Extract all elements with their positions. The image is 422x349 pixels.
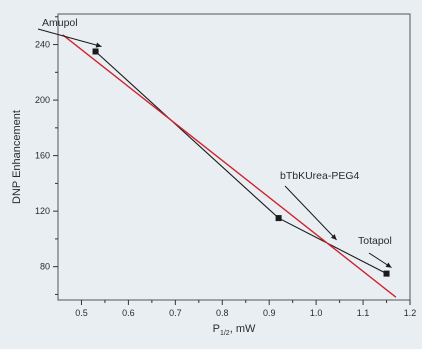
x-axis: 0.5 0.6 0.7 0.8 0.9 1.0 1.1 1.2: [75, 300, 416, 318]
x-axis-title-unit: , mW: [230, 323, 256, 335]
x-tick-label: 0.6: [122, 308, 135, 318]
y-axis-title: DNP Enhancement: [11, 110, 23, 204]
data-point: [275, 215, 282, 222]
x-axis-title-subscript: 1/2: [220, 330, 230, 337]
series-layer: [62, 34, 397, 298]
y-tick-label: 200: [35, 95, 50, 105]
fit-line: [62, 34, 397, 298]
x-tick-label: 1.0: [310, 308, 323, 318]
annotation-arrow-shaft: [284, 185, 337, 241]
x-axis-title-main: P: [213, 323, 220, 335]
x-tick-label: 0.9: [263, 308, 276, 318]
x-tick-label: 1.1: [357, 308, 370, 318]
y-tick-label: 240: [35, 40, 50, 50]
x-tick-label: 0.7: [169, 308, 182, 318]
annotation-label: bTbKUrea-PEG4: [280, 170, 360, 182]
y-tick-label: 80: [40, 262, 50, 272]
annotation-label: Totapol: [358, 235, 392, 247]
x-axis-title: P1/2, mW: [213, 323, 256, 337]
annotation-arrow-head: [330, 234, 337, 240]
y-axis: 80 120 160 200 240: [35, 16, 58, 295]
annotation-label: Amupol: [42, 17, 78, 29]
annotation-arrow-head: [385, 262, 392, 268]
x-tick-label: 0.5: [75, 308, 88, 318]
x-tick-label: 1.2: [404, 308, 417, 318]
annotation-layer: Amupol bTbKUrea-PEG4 Totapol: [37, 17, 392, 269]
data-point: [383, 270, 390, 277]
y-tick-label: 120: [35, 206, 50, 216]
plot-frame: [57, 13, 411, 301]
y-tick-label: 160: [35, 151, 50, 161]
data-point: [92, 48, 99, 55]
annotation-arrow-shaft: [37, 28, 102, 47]
x-tick-label: 0.8: [216, 308, 229, 318]
annotation-arrow-head: [95, 42, 102, 48]
